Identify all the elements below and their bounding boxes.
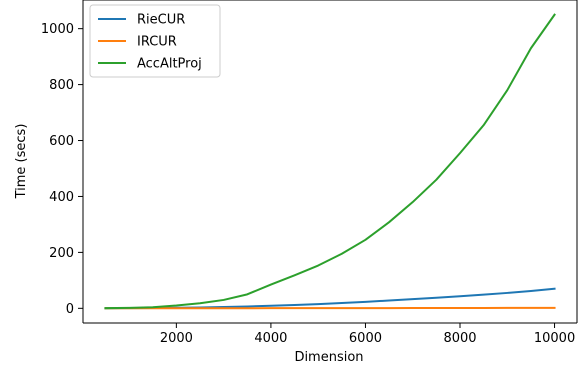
y-tick-label: 600 bbox=[49, 134, 74, 149]
y-tick-label: 0 bbox=[66, 302, 74, 317]
x-tick-label: 6000 bbox=[349, 331, 382, 346]
x-tick-label: 10000 bbox=[534, 331, 575, 346]
legend-label-ircur: IRCUR bbox=[137, 35, 177, 50]
y-tick-label: 1000 bbox=[41, 22, 74, 37]
x-tick-label: 8000 bbox=[443, 331, 476, 346]
legend: RieCUR IRCUR AccAltProj bbox=[89, 4, 221, 78]
x-tick-label: 2000 bbox=[160, 331, 193, 346]
x-tick-label: 4000 bbox=[254, 331, 287, 346]
legend-label-riecur: RieCUR bbox=[137, 13, 185, 28]
x-axis-ticks: 2000 4000 6000 8000 10000 bbox=[160, 323, 575, 346]
series-line-accaltproj bbox=[104, 13, 556, 310]
y-axis-label: Time (secs) bbox=[14, 124, 29, 200]
x-axis-label: Dimension bbox=[294, 350, 363, 365]
y-tick-label: 800 bbox=[49, 78, 74, 93]
legend-label-accaltproj: AccAltProj bbox=[137, 57, 202, 72]
y-axis-ticks: 0 200 400 600 800 1000 bbox=[41, 22, 83, 317]
y-tick-label: 200 bbox=[49, 246, 74, 261]
y-tick-label: 400 bbox=[49, 190, 74, 205]
legend-box bbox=[89, 4, 221, 78]
